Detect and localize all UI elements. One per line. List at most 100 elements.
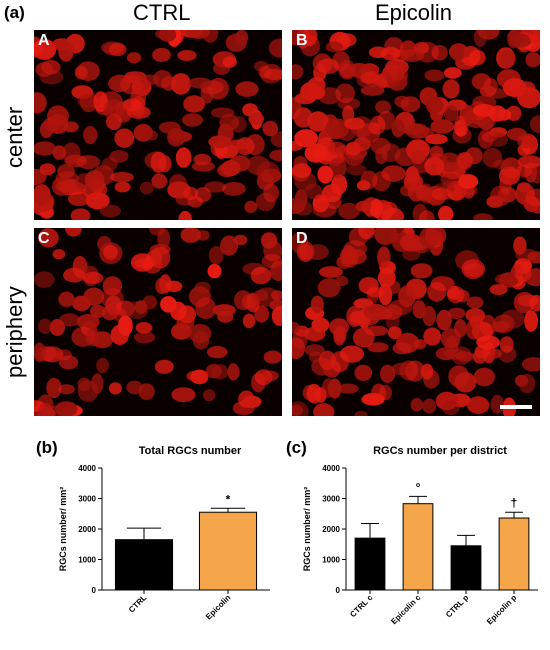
rgc-cell [366,287,385,298]
rgc-cell [211,364,229,380]
rgc-cell [126,380,143,395]
rgc-cell [59,313,80,327]
rgc-cell [410,263,433,279]
rgc-cell [304,143,328,163]
rgc-cell [476,335,500,350]
rgc-cell [270,260,282,282]
rgc-cell [171,387,196,403]
rgc-cell [338,202,360,220]
rgc-cell [467,396,490,414]
panel-a-label: (a) [4,3,25,22]
sub-label-b: B [296,32,308,49]
rgc-cell [400,96,421,113]
rgc-cell [507,30,521,49]
rgc-cell [325,118,350,139]
rgc-cell [254,305,269,323]
rgc-cell [201,30,219,43]
rgc-cell [410,398,423,412]
y-tick-label: 3000 [322,495,340,504]
x-tick-label: CTRL c [348,593,374,619]
sub-label-d: D [296,230,308,247]
rgc-cell [41,60,61,75]
rgc-cell [355,200,372,212]
rgc-cell [430,119,455,134]
rgc-cell [84,170,105,190]
y-tick-label: 0 [336,586,341,595]
rgc-cell [392,342,412,355]
rgc-cell [341,245,356,266]
rgc-cell [219,113,240,131]
panel-c-label: (c) [286,438,307,457]
rgc-cell [292,140,304,151]
bar [498,517,530,591]
rgc-cell [515,248,538,262]
rgc-cell [389,62,405,81]
rgc-cell [431,44,448,61]
rgc-cell [152,47,171,62]
rgc-cell [466,319,480,340]
rgc-cell [473,367,495,387]
rgc-cell [313,403,335,416]
rgc-cell [346,305,363,327]
rgc-cell [386,280,401,295]
rgc-cell [38,228,59,248]
rgc-cell [518,81,536,95]
rgc-cell [330,351,349,373]
rgc-cell [457,152,473,170]
rgc-cell [473,213,493,220]
rgc-cell [367,342,389,353]
rgc-cell [34,342,46,363]
rgc-cell [525,52,540,68]
rgc-cell [220,235,239,256]
rgc-cell [77,380,99,402]
rgc-cell [424,157,445,176]
rgc-cell [292,97,302,120]
rgc-cell [150,151,167,173]
rgc-cell [170,323,192,340]
rgc-cell [188,77,212,89]
rgc-cell [517,182,532,193]
rgc-cell [405,123,429,139]
rgc-cell [212,304,236,317]
rgc-cell [102,276,123,296]
chart-title-total: Total RGCs number [138,445,242,457]
rgc-cell [37,403,54,416]
rgc-cell [271,306,282,326]
rgc-cell [46,377,62,399]
rgc-cell [242,395,262,408]
rgc-cell [222,56,237,68]
rgc-cell [461,259,486,280]
rgc-cell [153,70,173,88]
rgc-cell [150,246,171,269]
rgc-cell [47,114,69,134]
rgc-cell [103,99,125,121]
rgc-cell [68,191,90,207]
rgc-cell [139,181,154,195]
rgc-cell [422,398,437,414]
rgc-cell [317,165,334,184]
rgc-cell [108,42,127,57]
micrograph-epicolin-center: B [292,30,540,220]
rgc-cell [183,95,206,113]
y-tick-label: 2000 [322,525,340,534]
rgc-cell [442,79,460,99]
rgc-cell [327,378,342,399]
rgc-cell [292,64,304,80]
rgc-cell [72,295,91,312]
rgc-cell [134,300,148,314]
rgc-cell [34,92,47,114]
rgc-cell [425,134,448,145]
rgc-cell [443,348,467,360]
rgc-cell [517,133,537,149]
rgc-cell [151,173,168,189]
rgc-cell [381,304,403,320]
rgc-cell [423,327,442,346]
rgc-cell [250,266,272,285]
rgc-cell [486,195,504,208]
rgc-cell [479,314,497,337]
rgc-cell [310,295,324,313]
rgc-cell [346,164,367,176]
rgc-cell [177,50,197,61]
rgc-cell [34,184,51,206]
rgc-cell [155,30,174,40]
